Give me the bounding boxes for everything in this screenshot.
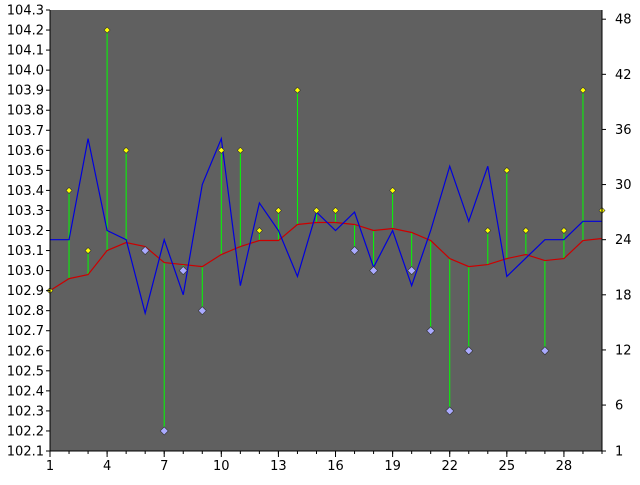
data-point	[217, 146, 225, 154]
y-tick-label: 103.2	[7, 224, 44, 239]
y-tick-label: 103.9	[7, 84, 44, 99]
marker-group	[46, 26, 606, 436]
series-line-blue	[50, 136, 602, 316]
y-tick-label: 103.5	[7, 164, 44, 179]
data-point	[484, 227, 492, 234]
y-tick-label: 102.3	[7, 404, 44, 419]
data-point	[579, 86, 587, 94]
data-point	[313, 207, 320, 214]
y-tick-label: 103.4	[7, 184, 44, 199]
y-tick-label: 103.0	[7, 264, 44, 279]
data-point	[103, 26, 111, 34]
y2-tick-label: 42	[615, 68, 632, 83]
y-tick-label: 102.9	[7, 284, 44, 299]
data-point	[159, 426, 169, 436]
y-tick-label: 104.3	[7, 4, 44, 19]
data-point	[197, 306, 207, 316]
x-tick-labels: 1 4 7 10 13 16 19 22 25 28	[46, 451, 603, 474]
y-tick-label: 103.7	[7, 124, 44, 139]
data-point	[122, 146, 130, 154]
y-tick-label: 102.2	[7, 424, 44, 439]
y2-tick-label: 48	[615, 13, 632, 28]
data-point	[65, 186, 73, 194]
stem-group	[68, 30, 603, 431]
data-point	[84, 247, 92, 254]
y-tick-label: 102.1	[7, 445, 44, 460]
data-point	[389, 186, 397, 194]
y2-tick-label: 12	[615, 343, 632, 358]
x-tick-label: 7	[160, 459, 168, 474]
y2-tick-label: 36	[615, 123, 632, 138]
x-tick-label: 4	[103, 459, 111, 474]
y-tick-labels-right: 1 6 12 18 24 30 36 42 48	[602, 13, 632, 460]
data-point	[426, 326, 436, 336]
x-tick-label: 22	[441, 459, 458, 474]
data-point	[294, 86, 301, 94]
data-point	[560, 227, 568, 234]
x-tick-label: 16	[327, 459, 344, 474]
y2-tick-label: 6	[615, 399, 623, 414]
y-tick-label: 102.4	[7, 384, 44, 399]
y2-tick-label: 18	[615, 288, 632, 303]
y2-tick-label: 24	[615, 233, 632, 248]
x-tick-label: 19	[384, 459, 401, 474]
y-tick-label: 103.8	[7, 104, 44, 119]
y-tick-label: 102.5	[7, 364, 44, 379]
y-tick-label: 104.1	[7, 44, 44, 59]
data-point	[236, 146, 244, 154]
data-point	[464, 346, 474, 356]
y-tick-label: 103.3	[7, 204, 44, 219]
data-point	[274, 207, 282, 214]
data-point	[140, 246, 150, 255]
plot-area	[50, 10, 602, 451]
data-point	[445, 406, 455, 416]
y-tick-label: 102.7	[7, 324, 44, 339]
data-point	[369, 266, 379, 276]
data-point	[522, 227, 530, 234]
data-point	[332, 207, 339, 214]
x-tick-label: 28	[556, 459, 573, 474]
y-tick-label: 102.6	[7, 344, 44, 359]
data-point	[540, 346, 550, 356]
y-tick-label: 104.2	[7, 24, 44, 39]
data-point	[350, 246, 359, 255]
y-tick-label: 103.1	[7, 244, 44, 259]
y2-tick-label: 1	[615, 445, 623, 460]
x-tick-label: 10	[213, 459, 230, 474]
y-tick-label: 103.6	[7, 144, 44, 159]
data-point	[407, 266, 417, 276]
y-tick-label: 104.0	[7, 64, 44, 79]
data-point	[178, 266, 188, 276]
series-line-red	[49, 221, 603, 292]
data-point	[503, 166, 511, 174]
y2-tick-label: 30	[615, 178, 632, 193]
y-tick-labels-left: 102.1 102.2 102.3 102.4 102.5 102.6 102.7 102.8…	[7, 4, 50, 460]
y-tick-label: 102.8	[7, 304, 44, 319]
x-tick-label: 13	[270, 459, 287, 474]
x-tick-label: 25	[499, 459, 516, 474]
x-tick-label: 1	[46, 459, 54, 474]
data-point	[255, 227, 263, 234]
